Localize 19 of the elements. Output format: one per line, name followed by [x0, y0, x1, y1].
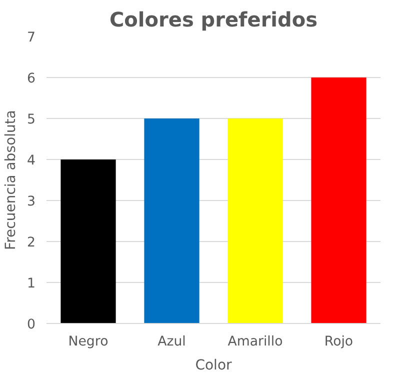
y-tick-label: 7 — [27, 30, 36, 46]
chart-title: Colores preferidos — [110, 8, 318, 32]
y-tick-label: 3 — [27, 194, 36, 210]
y-tick-label: 1 — [27, 276, 36, 292]
bar — [311, 78, 366, 324]
y-tick-label: 2 — [27, 236, 36, 250]
y-tick-label: 0 — [27, 318, 36, 332]
x-tick-label: Negro — [68, 334, 108, 350]
bar — [144, 118, 200, 324]
y-axis-title: Frecuencia absoluta — [3, 110, 20, 250]
bar — [60, 160, 116, 324]
x-tick-label: Amarillo — [228, 334, 283, 350]
x-tick-label: Azul — [158, 334, 186, 350]
y-tick-label: 4 — [27, 154, 36, 168]
y-tick-label: 5 — [27, 112, 36, 128]
x-tick-label: Rojo — [324, 334, 354, 350]
x-axis-title: Color — [195, 358, 232, 374]
bar — [228, 118, 283, 324]
y-tick-label: 6 — [27, 72, 36, 86]
